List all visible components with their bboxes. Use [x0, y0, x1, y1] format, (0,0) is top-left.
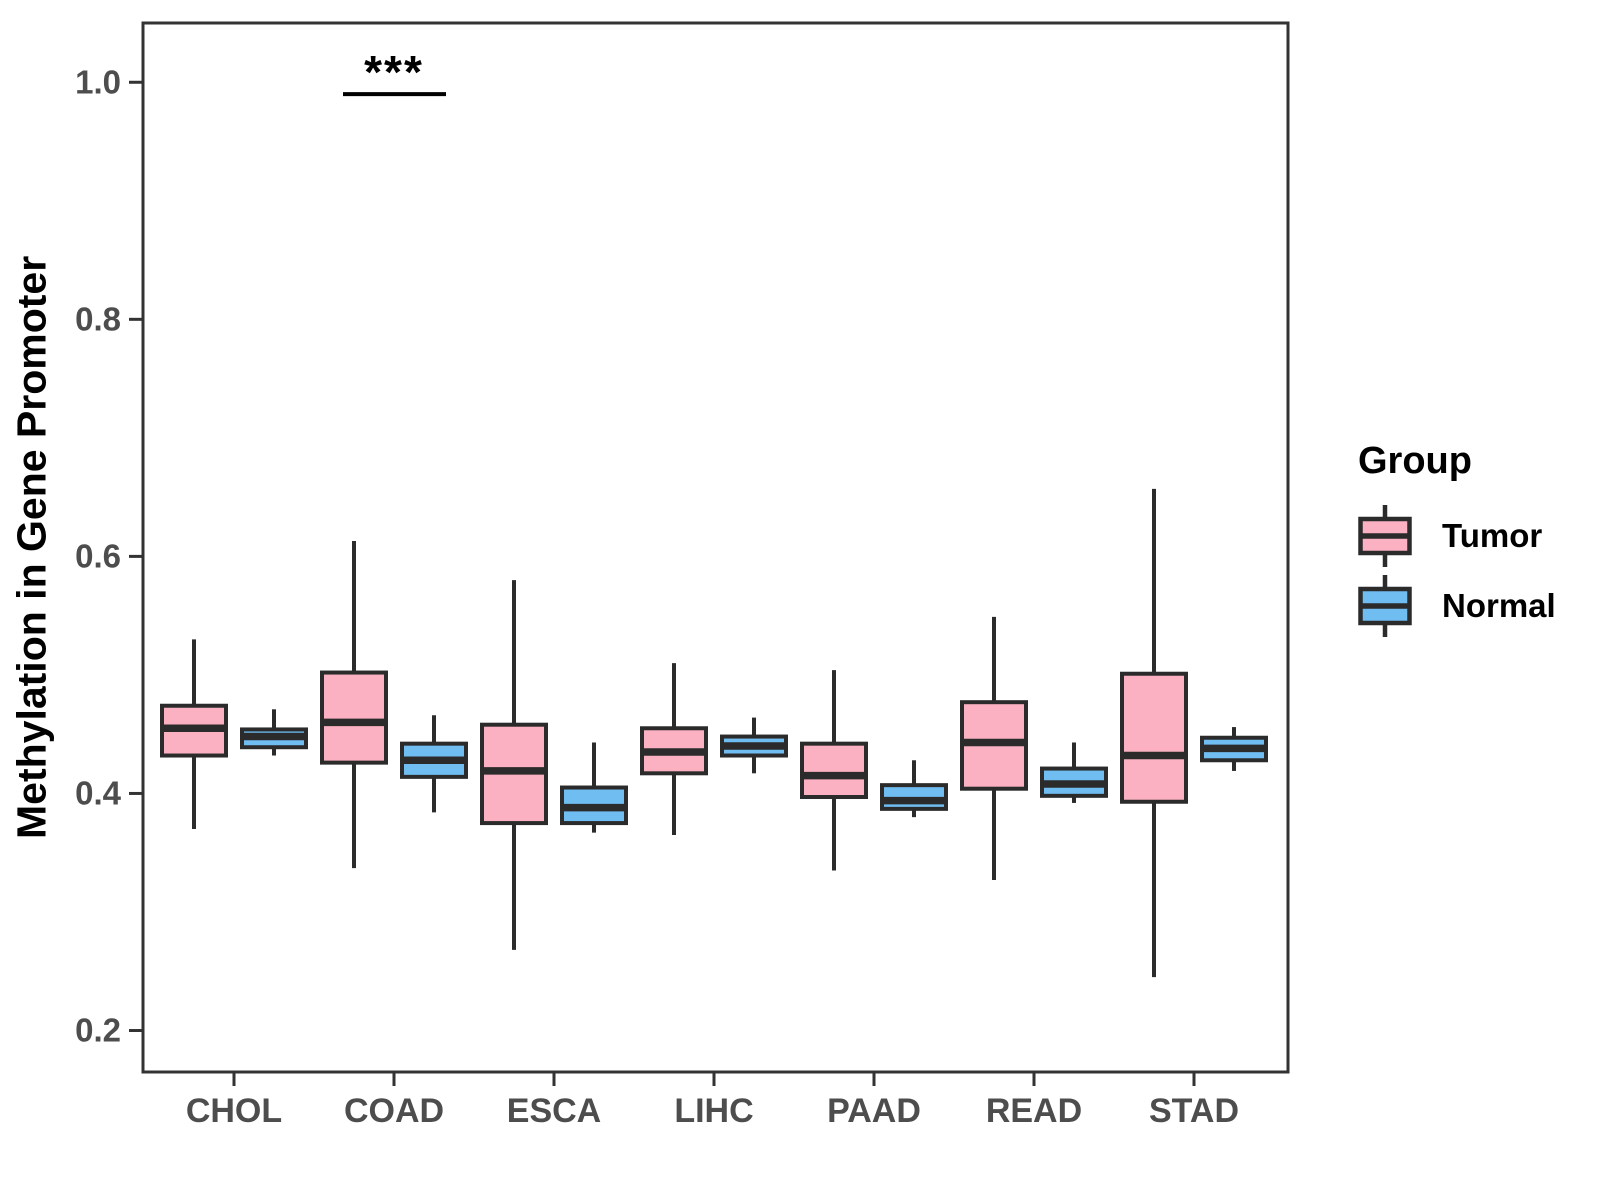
y-tick-label: 1.0 — [75, 63, 121, 100]
legend-entry-tumor: Tumor — [1356, 501, 1556, 571]
legend-label-tumor: Tumor — [1442, 517, 1543, 554]
y-tick-label: 0.4 — [75, 774, 122, 811]
x-tick-label-STAD: STAD — [1149, 1092, 1239, 1130]
legend: Group Tumor Normal — [1356, 440, 1556, 641]
box-tumor-STAD — [1120, 671, 1188, 804]
panel-border — [141, 21, 1290, 1074]
y-tick-label: 0.8 — [75, 300, 121, 337]
normal-boxplot-glyph — [1358, 575, 1412, 637]
legend-label-normal: Normal — [1442, 587, 1556, 624]
box-tumor-PAAD — [800, 741, 868, 800]
tumor-boxplot-glyph — [1358, 505, 1412, 567]
legend-entry-normal: Normal — [1356, 571, 1556, 641]
y-tick-label: 0.6 — [75, 537, 121, 574]
significance-label: *** — [364, 46, 424, 98]
x-tick-label-LIHC: LIHC — [674, 1092, 753, 1130]
x-tick-label-ESCA: ESCA — [507, 1092, 601, 1130]
x-tick-label-COAD: COAD — [344, 1092, 444, 1130]
x-tick-label-PAAD: PAAD — [827, 1092, 921, 1130]
x-tick-label-CHOL: CHOL — [186, 1092, 282, 1130]
legend-title: Group — [1358, 440, 1472, 482]
box-tumor-COAD — [320, 670, 388, 765]
x-tick-label-READ: READ — [986, 1092, 1082, 1130]
y-tick-label: 0.2 — [75, 1012, 121, 1049]
